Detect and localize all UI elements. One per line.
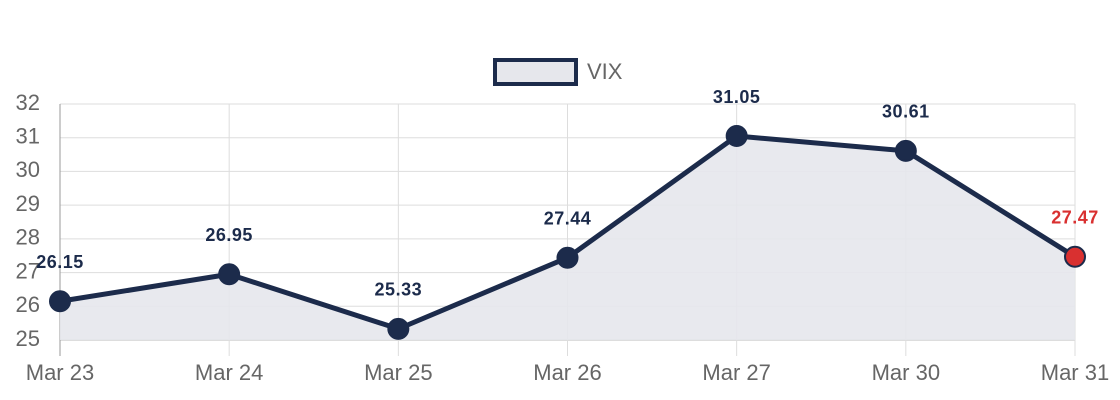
legend-label: VIX [587, 59, 623, 84]
x-tick-label: Mar 27 [702, 360, 770, 385]
x-tick-label: Mar 24 [195, 360, 263, 385]
y-tick-label: 27 [16, 258, 40, 283]
point [387, 317, 410, 340]
data-label: 27.44 [544, 208, 592, 228]
data-label: 27.47 [1051, 207, 1099, 227]
data-label: 30.61 [882, 102, 930, 122]
y-tick-label: 25 [16, 326, 40, 351]
point [894, 139, 917, 162]
point [49, 290, 71, 313]
x-tick-label: Mar 25 [364, 360, 432, 385]
y-tick-label: 32 [16, 90, 40, 115]
x-tick-label: Mar 26 [533, 360, 601, 385]
y-tick-label: 30 [16, 157, 40, 182]
point [556, 246, 579, 269]
data-label: 26.95 [205, 225, 253, 245]
area [60, 136, 1075, 340]
data-label: 31.05 [713, 87, 761, 107]
y-tick-label: 26 [16, 292, 40, 317]
point [1064, 245, 1086, 268]
x-tick-label: Mar 23 [26, 360, 94, 385]
legend-swatch [493, 58, 578, 86]
x-tick-label: Mar 30 [872, 360, 940, 385]
point [218, 263, 241, 286]
y-tick-label: 29 [16, 191, 40, 216]
data-label: 26.15 [36, 252, 84, 272]
point [725, 125, 748, 148]
y-tick-label: 31 [16, 124, 40, 149]
y-tick-label: 28 [16, 225, 40, 250]
data-label: 25.33 [375, 280, 423, 300]
x-tick-label: Mar 31 [1041, 360, 1109, 385]
